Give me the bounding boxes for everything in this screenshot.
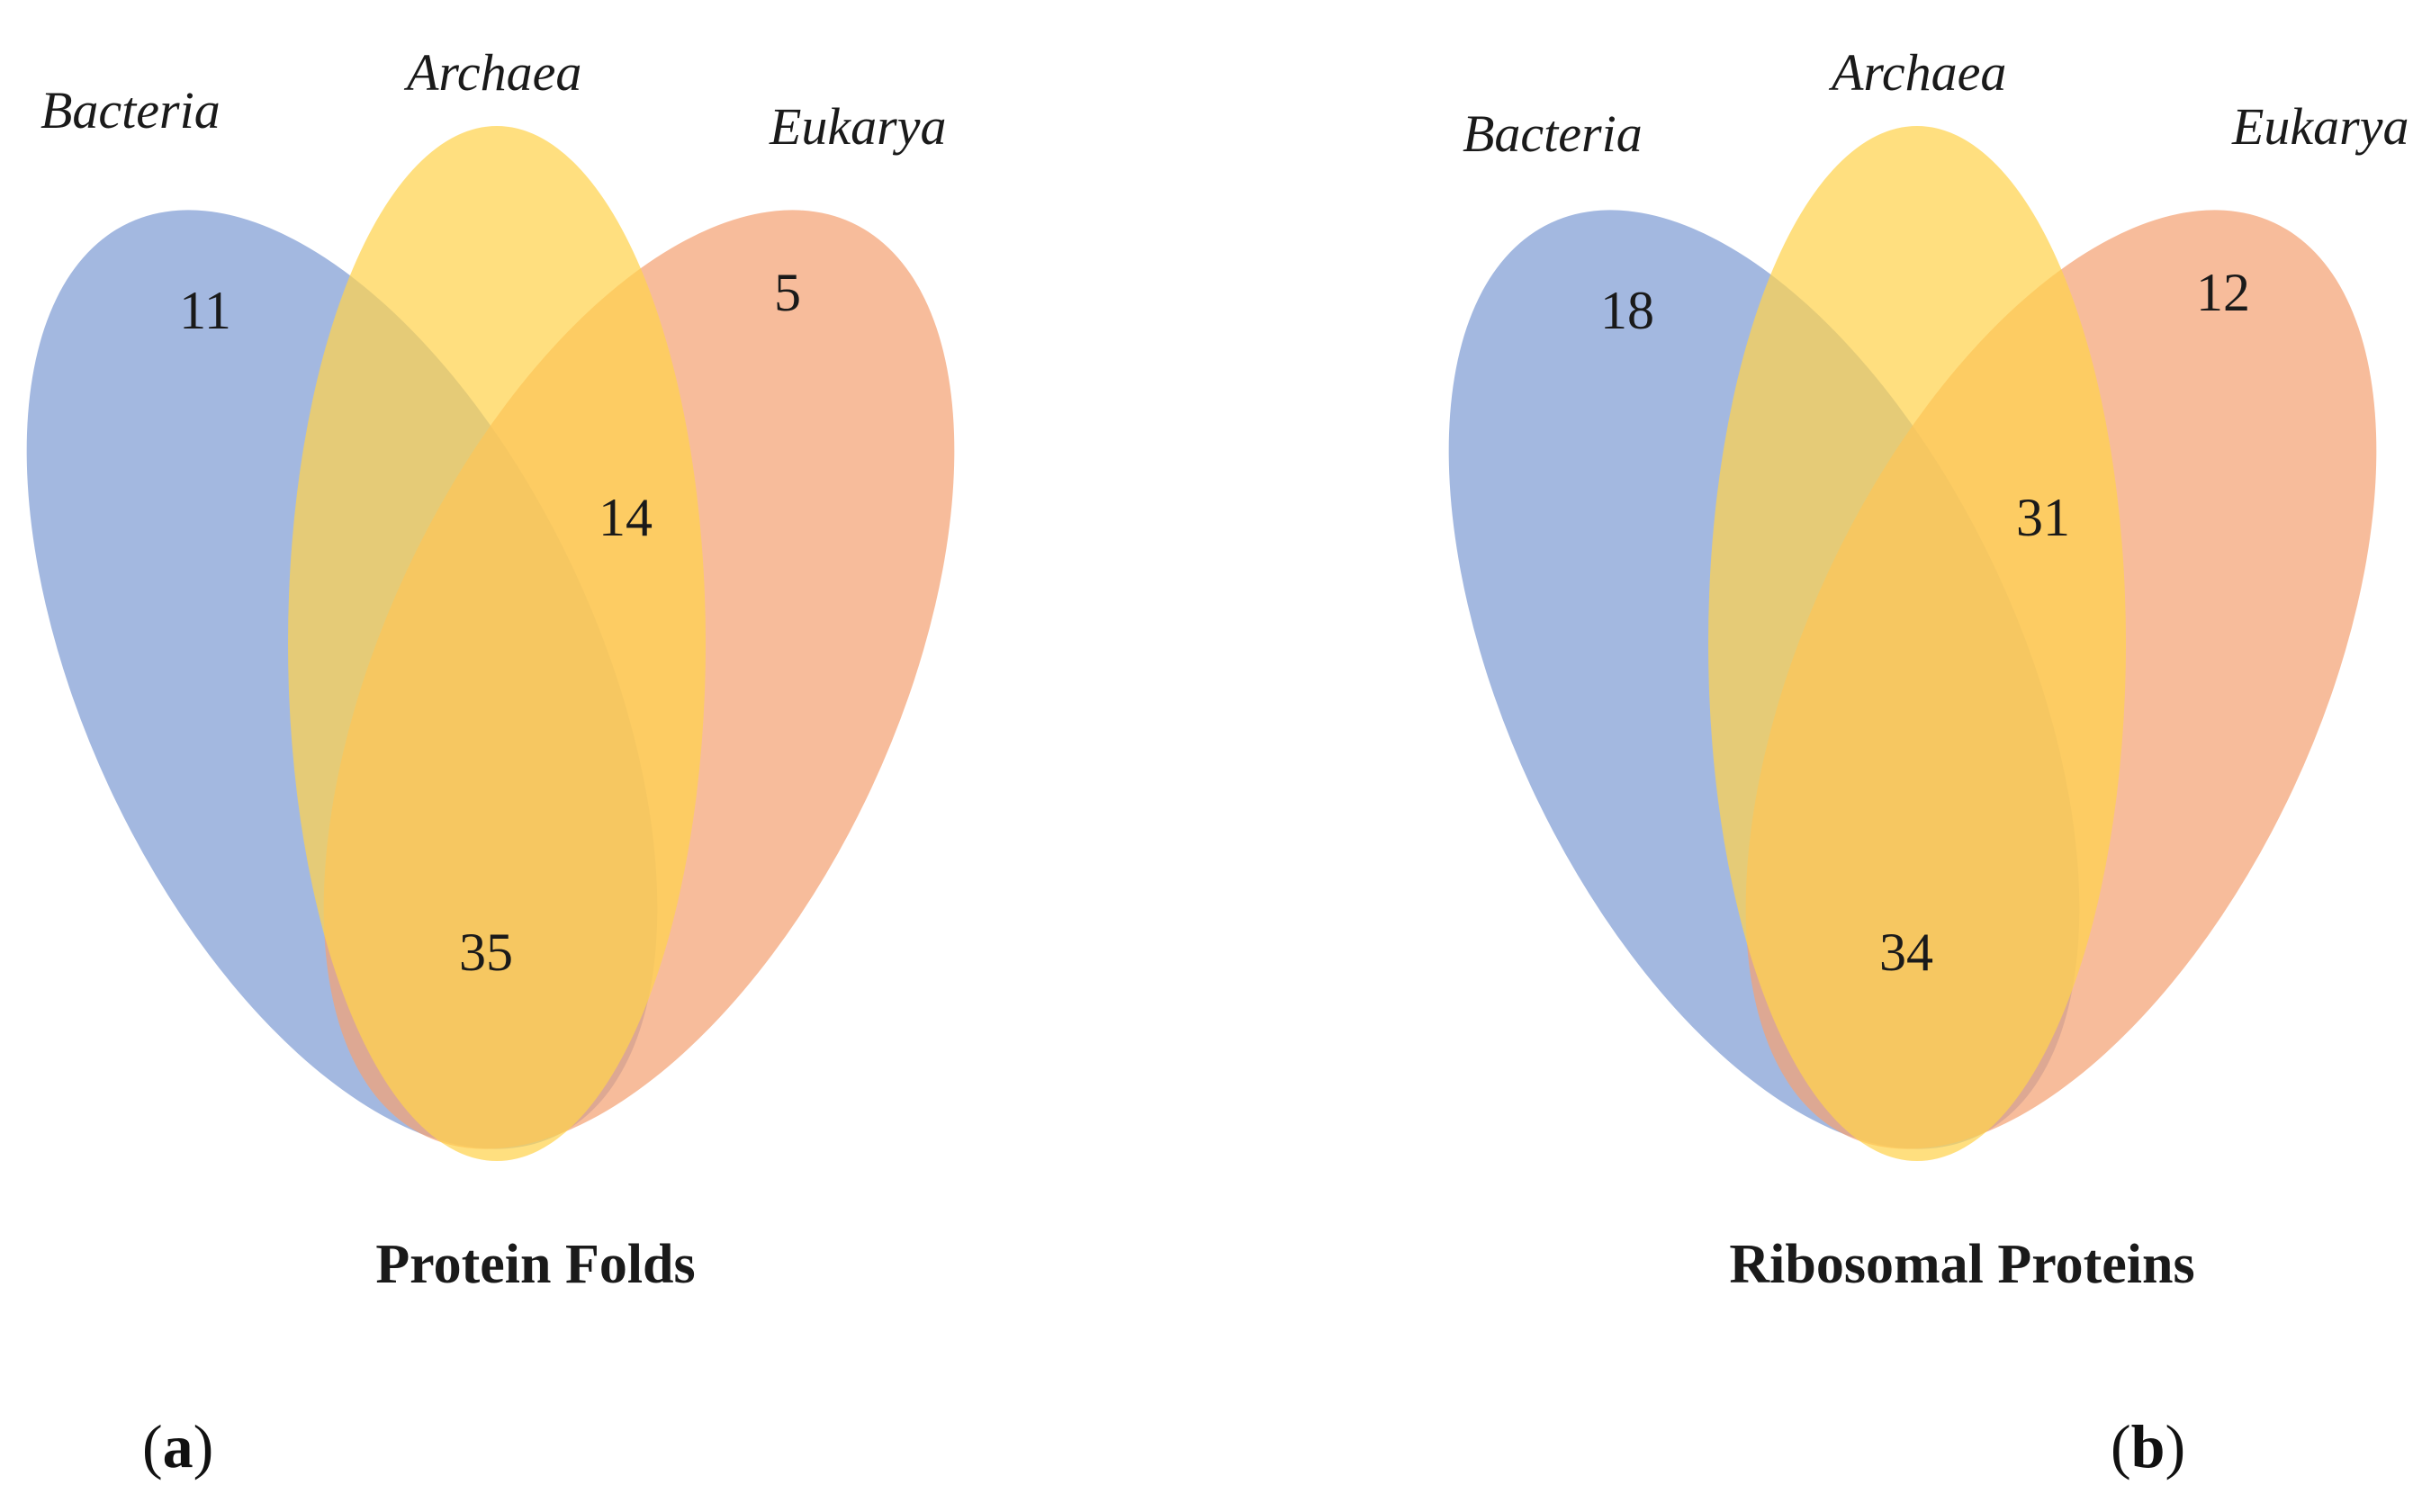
bacteria-label-b: Bacteria bbox=[1463, 104, 1643, 163]
count-bacteria-only-b: 18 bbox=[1600, 281, 1654, 340]
archaea-set-b bbox=[1708, 126, 2126, 1161]
archaea-set-a bbox=[288, 126, 706, 1161]
panel-title-b: Ribosomal Proteins bbox=[1729, 1234, 2194, 1295]
count-archaea-eukarya-b: 31 bbox=[2016, 488, 2070, 547]
panel-letter-a-open: ( bbox=[142, 1412, 163, 1480]
panel-letter-b-char: b bbox=[2131, 1412, 2165, 1480]
count-eukarya-only-a: 5 bbox=[774, 263, 801, 322]
panel-letter-a: (a) bbox=[142, 1412, 213, 1480]
count-all-three-a: 35 bbox=[459, 922, 513, 982]
panel-letter-b-open: ( bbox=[2111, 1412, 2131, 1480]
count-archaea-eukarya-a: 14 bbox=[599, 488, 653, 547]
count-all-three-b: 34 bbox=[1879, 922, 1933, 982]
panel-letter-b-close: ) bbox=[2165, 1412, 2185, 1480]
count-eukarya-only-b: 12 bbox=[2196, 263, 2250, 322]
panel-letter-a-close: ) bbox=[194, 1412, 214, 1480]
archaea-label-b: Archaea bbox=[1828, 43, 2006, 102]
archaea-label-a: Archaea bbox=[403, 43, 581, 102]
panel-title-a: Protein Folds bbox=[375, 1234, 695, 1295]
bacteria-label-a: Bacteria bbox=[41, 81, 221, 140]
panel-letter-b: (b) bbox=[2111, 1412, 2185, 1480]
eukarya-label-b: Eukarya bbox=[2231, 97, 2409, 156]
panel-a: Bacteria Archaea Eukarya 11 5 14 35 Prot… bbox=[26, 43, 955, 1480]
panel-b: Bacteria Archaea Eukarya 18 12 31 34 Rib… bbox=[1448, 43, 2409, 1480]
count-bacteria-only-a: 11 bbox=[179, 281, 231, 340]
panel-letter-a-char: a bbox=[163, 1412, 194, 1480]
eukarya-label-a: Eukarya bbox=[769, 97, 947, 156]
